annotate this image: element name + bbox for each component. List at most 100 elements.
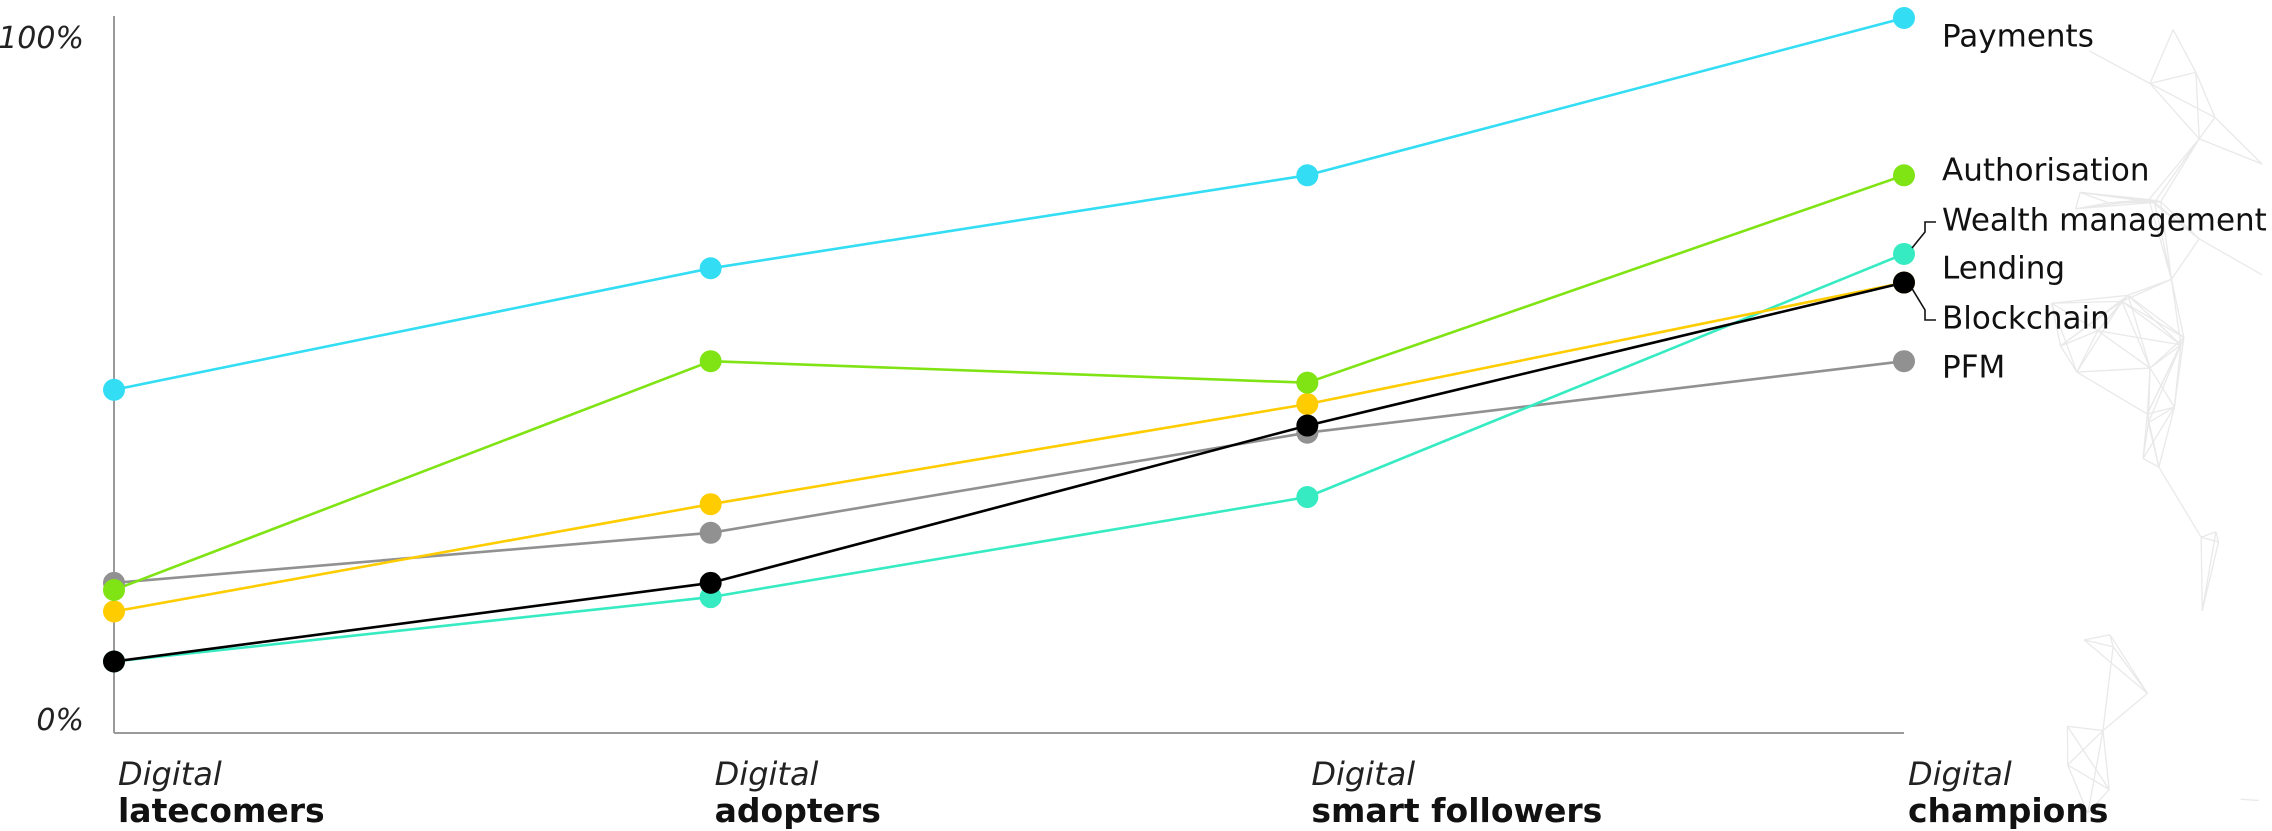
network-segment	[2108, 201, 2155, 204]
network-segment	[2076, 371, 2148, 415]
network-segment	[2149, 82, 2216, 119]
series-line-blockchain	[113, 281, 1905, 663]
network-segment	[2142, 457, 2160, 468]
y-tick-label-max: 100%	[0, 21, 84, 56]
network-segment	[2158, 406, 2176, 468]
network-segment	[2121, 300, 2185, 338]
network-segment	[2050, 303, 2062, 347]
network-segment	[2067, 725, 2104, 732]
network-segment	[2148, 406, 2175, 424]
data-point-authorisation	[103, 579, 125, 601]
data-point-lending	[1296, 393, 1319, 416]
network-segment	[2201, 541, 2220, 611]
network-segment	[2148, 199, 2173, 280]
x-label-prefix: Digital	[715, 755, 819, 793]
network-segment	[2198, 138, 2263, 165]
network-segment	[2079, 191, 2109, 204]
x-label-prefix: Digital	[1908, 755, 2012, 793]
network-segment	[2170, 238, 2200, 280]
network-segment	[2087, 730, 2104, 814]
y-tick-label-min: 0%	[36, 703, 84, 738]
series-label-wealth-management: Wealth management	[1942, 203, 2267, 239]
series-labels: Payments Authorisation Wealth management Le…	[1942, 19, 2267, 386]
data-point-payments	[103, 378, 125, 401]
network-segment	[2149, 29, 2174, 84]
data-point-authorisation	[1296, 371, 1319, 394]
data-point-pfm	[699, 521, 722, 544]
network-segment	[2146, 368, 2151, 415]
x-label-adopters: adopters	[715, 791, 881, 830]
leader-blockchain	[1911, 288, 1936, 321]
background-network-decoration	[2050, 29, 2263, 814]
series-lines	[113, 16, 1905, 663]
label-leader-lines	[1911, 221, 1936, 321]
network-segment	[2142, 406, 2175, 459]
series-line-wealth-management	[113, 252, 1905, 663]
network-segment	[2060, 345, 2078, 373]
network-segment	[2051, 294, 2129, 304]
leader-wealth-management	[1911, 221, 1936, 249]
data-point-blockchain	[1893, 271, 1915, 294]
series-line-payments	[113, 16, 1905, 392]
network-segment	[2067, 764, 2110, 791]
network-segment	[2215, 531, 2220, 543]
network-segment	[2076, 330, 2099, 373]
network-segment	[2121, 301, 2151, 369]
data-point-lending	[699, 493, 722, 516]
network-segment	[2148, 138, 2200, 200]
series-label-pfm: PFM	[1942, 350, 2005, 386]
network-segment	[2097, 330, 2151, 369]
network-segment	[2087, 789, 2110, 814]
network-segment	[2051, 300, 2122, 304]
network-segment	[2067, 764, 2089, 814]
network-segment	[2153, 202, 2173, 280]
x-axis-labels: DigitallatecomersDigitaladoptersDigitals…	[118, 755, 2108, 830]
network-segment	[2083, 634, 2111, 641]
x-label-smart-followers: smart followers	[1311, 791, 1602, 830]
network-segment	[2160, 201, 2173, 280]
series-line-authorisation	[113, 174, 1905, 592]
network-segment	[2102, 646, 2114, 731]
network-segment	[2240, 798, 2259, 802]
data-point-payments	[699, 257, 722, 280]
network-segment	[2147, 344, 2182, 423]
network-segment	[2076, 367, 2151, 373]
network-segment	[2147, 406, 2175, 415]
network-segment	[2088, 50, 2151, 85]
network-segment	[2083, 639, 2148, 694]
network-segment	[2067, 730, 2104, 766]
network-segment	[2051, 302, 2099, 332]
data-point-blockchain	[103, 650, 125, 673]
network-segment	[2121, 278, 2172, 302]
x-label-prefix: Digital	[118, 755, 222, 793]
network-segment	[2160, 138, 2200, 202]
network-segment	[2060, 330, 2099, 347]
data-point-payments	[1893, 7, 1915, 29]
x-label-latecomers: latecomers	[118, 791, 325, 830]
network-segment	[2160, 201, 2200, 240]
network-segment	[2200, 536, 2219, 543]
network-segment	[2149, 336, 2185, 369]
network-segment	[2149, 367, 2175, 408]
network-segment	[2153, 138, 2200, 203]
network-segment	[2066, 725, 2110, 790]
network-segment	[2075, 192, 2081, 210]
network-segment	[2109, 634, 2148, 694]
network-segment	[2200, 531, 2217, 538]
network-segment	[2158, 466, 2202, 538]
x-label-champions: champions	[1908, 791, 2108, 830]
x-label-prefix: Digital	[1311, 755, 1415, 793]
network-segment	[2149, 71, 2197, 85]
network-segment	[2060, 300, 2123, 347]
network-segment	[2146, 337, 2185, 415]
data-point-pfm	[1893, 350, 1915, 373]
data-point-payments	[1296, 164, 1319, 187]
network-segment	[2080, 191, 2155, 204]
data-point-lending	[103, 600, 125, 623]
network-segment	[2172, 29, 2197, 73]
data-point-wealth-management	[1893, 242, 1915, 265]
series-points	[103, 7, 1915, 673]
series-label-lending: Lending	[1942, 251, 2065, 287]
data-point-authorisation	[699, 350, 722, 373]
data-point-blockchain	[1296, 414, 1319, 437]
